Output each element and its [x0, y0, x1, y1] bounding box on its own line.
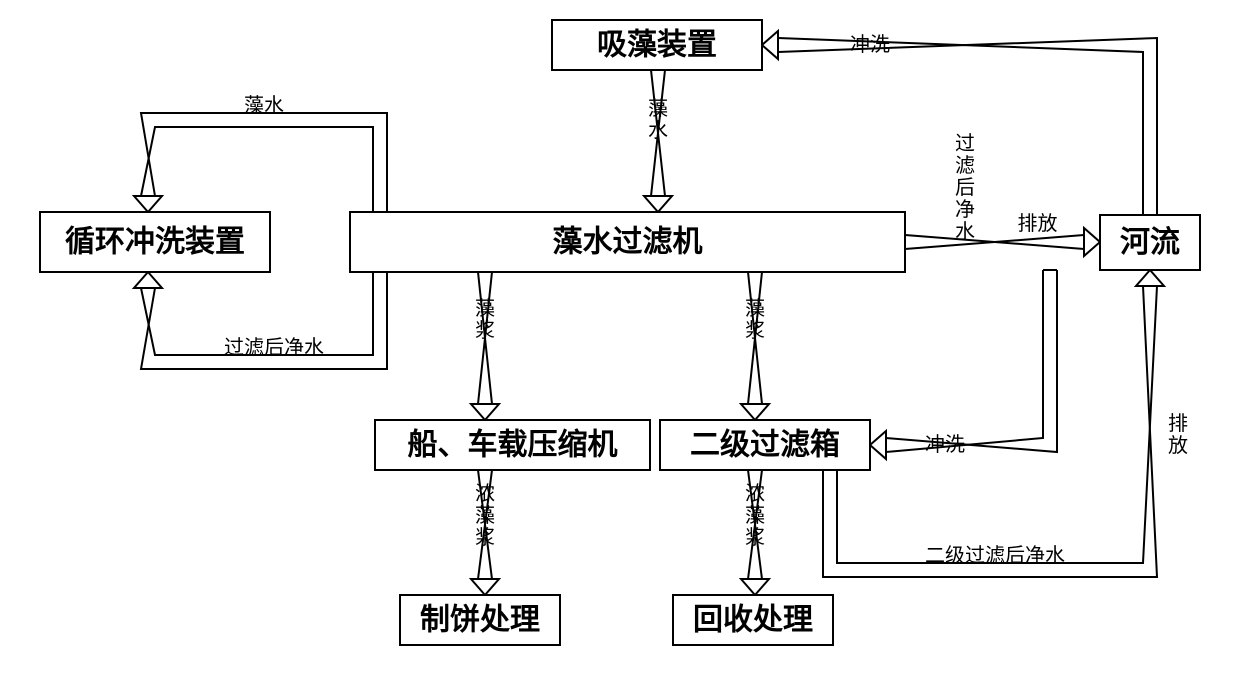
node-compress: 船、车载压缩机	[375, 420, 650, 470]
svg-text:水: 水	[648, 119, 668, 142]
label-filter-to-rinse-bottom: 过滤后净水	[224, 336, 324, 359]
svg-text:浓: 浓	[475, 482, 495, 505]
edge-second-to-river	[823, 270, 1164, 577]
svg-text:净: 净	[955, 198, 975, 221]
svg-text:滤: 滤	[955, 154, 975, 177]
node-absorb: 吸藻装置	[552, 20, 762, 70]
node-label-cake: 制饼处理	[420, 604, 540, 637]
node-label-second: 二级过滤箱	[690, 429, 840, 462]
label-second-to-river-vert: 排放	[1168, 412, 1188, 457]
svg-text:浆: 浆	[745, 319, 765, 342]
label-filter-to-compress: 藻浆	[475, 297, 495, 342]
svg-text:浆: 浆	[475, 526, 495, 549]
node-label-rinse: 循环冲洗装置	[65, 226, 245, 259]
node-label-compress: 船、车载压缩机	[408, 428, 618, 462]
node-rinse: 循环冲洗装置	[40, 212, 270, 272]
svg-text:浆: 浆	[745, 526, 765, 549]
node-filter: 藻水过滤机	[350, 212, 905, 272]
label-second-to-river: 二级过滤后净水	[925, 544, 1065, 567]
node-recycle: 回收处理	[673, 595, 833, 645]
svg-text:排: 排	[1168, 412, 1188, 435]
svg-text:藻: 藻	[475, 297, 495, 320]
svg-text:藻: 藻	[648, 97, 668, 120]
edge-filter-to-second	[741, 272, 769, 420]
label-river-side-vert: 过滤后净水	[955, 132, 975, 243]
svg-text:后: 后	[955, 176, 975, 199]
svg-text:水: 水	[955, 220, 975, 243]
svg-text:藻: 藻	[475, 504, 495, 527]
edge-filter-to-rinse-top	[134, 113, 387, 212]
edge-river-to-second	[870, 270, 1057, 459]
label-filter-to-second: 藻浆	[745, 297, 765, 342]
label-filter-to-rinse-top: 藻水	[244, 94, 284, 117]
node-label-recycle: 回收处理	[693, 604, 813, 637]
label-river-to-absorb: 冲洗	[850, 33, 890, 56]
label-river-to-second: 冲洗	[925, 433, 965, 456]
svg-text:浆: 浆	[475, 319, 495, 342]
svg-text:浓: 浓	[745, 482, 765, 505]
node-river: 河流	[1100, 215, 1200, 270]
flowchart-diagram: 藻水藻水过滤后净水排放过滤后净水冲洗藻浆藻浆浓藻浆浓藻浆冲洗二级过滤后净水排放吸…	[0, 0, 1240, 682]
label-filter-to-river: 排放	[1018, 212, 1058, 235]
edge-filter-to-river	[905, 228, 1100, 256]
node-cake: 制饼处理	[400, 595, 560, 645]
svg-text:藻: 藻	[745, 297, 765, 320]
label-absorb-to-filter: 藻水	[648, 97, 668, 142]
node-label-absorb: 吸藻装置	[597, 29, 717, 62]
svg-text:放: 放	[1168, 434, 1188, 457]
node-label-river: 河流	[1120, 226, 1180, 259]
svg-text:藻: 藻	[745, 504, 765, 527]
edge-filter-to-compress	[471, 272, 499, 420]
node-label-filter: 藻水过滤机	[553, 226, 703, 259]
label-second-to-recycle: 浓藻浆	[745, 482, 765, 549]
label-compress-to-cake: 浓藻浆	[475, 482, 495, 549]
svg-text:过: 过	[955, 132, 975, 155]
node-second: 二级过滤箱	[660, 420, 870, 470]
